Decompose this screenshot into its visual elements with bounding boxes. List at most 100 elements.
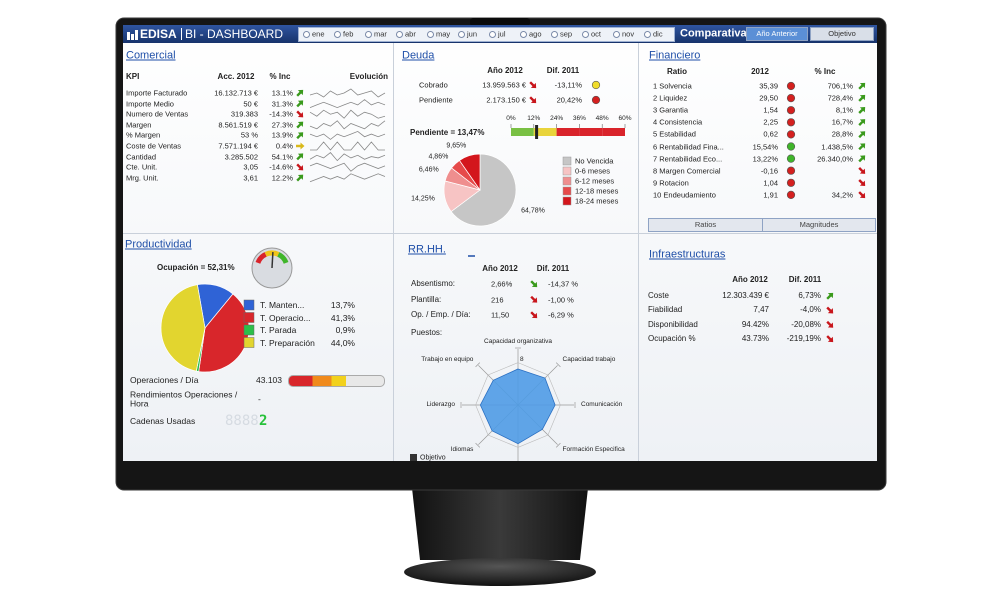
- kpi-change: 13.9%: [271, 130, 293, 140]
- trend-arrow: [296, 142, 305, 150]
- month-radio[interactable]: [520, 31, 527, 38]
- radar-label: Formación Especifica: [562, 445, 625, 453]
- ratio-value: 35,39: [759, 81, 778, 91]
- month-radio[interactable]: [396, 31, 403, 38]
- radar-label: Capacidad trabajo: [562, 356, 616, 364]
- compare-button[interactable]: Objetivo: [810, 27, 874, 41]
- kpi-name: Numero de Ventas: [126, 109, 189, 119]
- pie-label: 9,65%: [446, 142, 467, 150]
- trend-arrow: [858, 119, 866, 126]
- ratio-name: 6 Rentabilidad Fina...: [653, 141, 724, 151]
- screen: EDISA BI - DASHBOARD Comparativa Año Ant…: [123, 25, 877, 461]
- product-name: BI - DASHBOARD: [185, 27, 284, 41]
- month-radio[interactable]: [334, 31, 341, 38]
- panel-divider: [123, 233, 877, 234]
- legend-label: 18-24 meses: [575, 196, 619, 206]
- month-radio[interactable]: [582, 31, 589, 38]
- legend-swatch: [243, 324, 255, 336]
- ratio-change: 8,1%: [835, 105, 853, 115]
- row-change: -1,00 %: [548, 294, 574, 304]
- row-label: Pendiente: [419, 95, 453, 105]
- gauge-tick-label: 60%: [618, 114, 632, 122]
- month-radio[interactable]: [489, 31, 496, 38]
- month-label: abr: [405, 29, 416, 39]
- sparkline: [309, 162, 386, 172]
- pie-slice: [450, 153, 517, 227]
- ratio-name: 7 Rentabilidad Eco...: [653, 153, 723, 163]
- compare-button[interactable]: Año Anterior: [746, 27, 808, 41]
- gauge-tick-label: 48%: [595, 114, 609, 122]
- legend-label: No Vencida: [575, 156, 614, 166]
- ratio-value: 2,25: [763, 117, 778, 127]
- radar-axis-cap: [475, 362, 481, 368]
- pie-label: 6,46%: [418, 166, 439, 174]
- gauge-band: [602, 128, 625, 136]
- trend-arrow: [858, 94, 866, 102]
- sparkline: [309, 130, 386, 140]
- metric-label: Operaciones / Día: [130, 374, 199, 385]
- trend-arrow: [826, 320, 834, 328]
- month-radio[interactable]: [551, 31, 558, 38]
- status-dot: [786, 93, 796, 103]
- column-header: Ratio: [667, 67, 687, 76]
- kpi-value: 3.285.502: [224, 151, 258, 161]
- metric-value: 43.103: [256, 374, 282, 385]
- row-value: 2.173.150 €: [486, 95, 526, 105]
- radar-label: Idiomas: [450, 445, 474, 453]
- row-value: 2,66%: [491, 279, 513, 289]
- kpi-change: 31.3%: [271, 98, 293, 108]
- ratio-name: 8 Margen Comercial: [653, 165, 721, 175]
- month-radio[interactable]: [613, 31, 620, 38]
- tab-button[interactable]: Magnitudes: [762, 218, 876, 232]
- legend-swatch: [562, 186, 572, 196]
- trend-arrow: [529, 96, 537, 104]
- pie-label: 4,86%: [428, 153, 449, 161]
- trend-arrow: [530, 295, 538, 303]
- month-label: may: [436, 29, 451, 39]
- kpi-value: 53 %: [240, 130, 258, 140]
- month-radio[interactable]: [303, 31, 310, 38]
- row-value: 11,50: [491, 310, 510, 320]
- legend-swatch: [243, 337, 255, 348]
- gauge-marker: [535, 125, 539, 139]
- radar-label: Capacidad organizativa: [484, 337, 552, 345]
- kpi-change: 13.1%: [271, 88, 293, 98]
- month-radio[interactable]: [427, 31, 434, 38]
- month-label: jul: [498, 29, 506, 39]
- month-radio[interactable]: [644, 31, 651, 38]
- column-header: 2012: [751, 67, 769, 76]
- column-header: Año 2012: [482, 264, 518, 273]
- sparkline: [309, 88, 386, 98]
- kpi-change: 54.1%: [271, 151, 293, 161]
- legend-swatch: [562, 166, 572, 176]
- lcd-value: 2: [259, 413, 268, 429]
- trend-arrow: [529, 81, 537, 89]
- kpi-change: 12.2%: [271, 173, 293, 183]
- sparkline: [309, 173, 386, 183]
- legend-swatch: [243, 312, 255, 323]
- gauge-needle: [271, 251, 274, 269]
- month-radio[interactable]: [365, 31, 372, 38]
- legend-value: 0,9%: [335, 324, 355, 335]
- month-radio[interactable]: [458, 31, 465, 38]
- camera-notch: [470, 18, 530, 26]
- trend-arrow: [530, 311, 538, 319]
- mode-label: Comparativa: [680, 27, 747, 40]
- trend-arrow: [530, 280, 538, 288]
- row-change: -6,29 %: [548, 310, 574, 320]
- brand-separator: [181, 28, 182, 40]
- status-dot: [786, 118, 796, 127]
- row-change: -14,37 %: [548, 279, 579, 289]
- kpi-change: 27.3%: [271, 120, 293, 130]
- gauge-arc: [255, 252, 267, 264]
- ratio-value: 0,62: [763, 129, 778, 139]
- ratio-change: 706,1%: [827, 81, 853, 91]
- gauge-band: [511, 128, 534, 136]
- row-label: Ocupación %: [648, 333, 696, 343]
- trend-arrow: [826, 335, 834, 343]
- tab-button[interactable]: Ratios: [648, 218, 763, 232]
- legend-label: 0-6 meses: [575, 166, 611, 176]
- month-label: mar: [374, 29, 387, 39]
- row-label: Coste: [648, 291, 669, 300]
- kpi-value: 319.383: [230, 109, 258, 119]
